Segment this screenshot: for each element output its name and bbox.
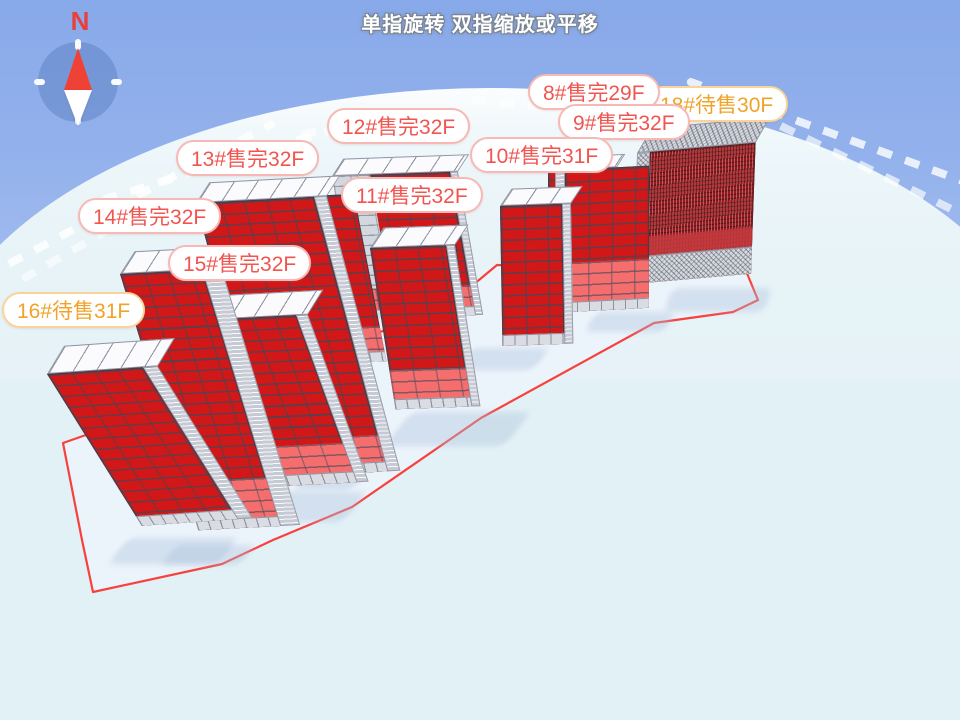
- building-label-16[interactable]: 16#待售31F: [2, 292, 146, 328]
- compass-tick-east: [111, 79, 122, 85]
- building-label-13[interactable]: 13#售完32F: [176, 140, 320, 176]
- compass-dial: [34, 39, 122, 126]
- building-label-15[interactable]: 15#售完32F: [168, 245, 312, 281]
- building-label-11[interactable]: 11#售完32F: [341, 177, 483, 213]
- gesture-hint-text: 单指旋转 双指缩放或平移: [361, 14, 599, 36]
- compass-tick-north: [75, 39, 81, 50]
- compass-tick-west: [34, 79, 45, 85]
- building-label-9[interactable]: 9#售完32F: [558, 104, 690, 140]
- compass[interactable]: N: [34, 4, 126, 134]
- compass-needle-icon: [64, 48, 92, 90]
- compass-north-label: N: [70, 6, 90, 36]
- building-label-10[interactable]: 10#售完31F: [470, 137, 614, 173]
- building-label-12[interactable]: 12#售完32F: [327, 108, 471, 144]
- compass-needle-icon: [64, 90, 92, 126]
- building-label-14[interactable]: 14#售完32F: [78, 198, 222, 234]
